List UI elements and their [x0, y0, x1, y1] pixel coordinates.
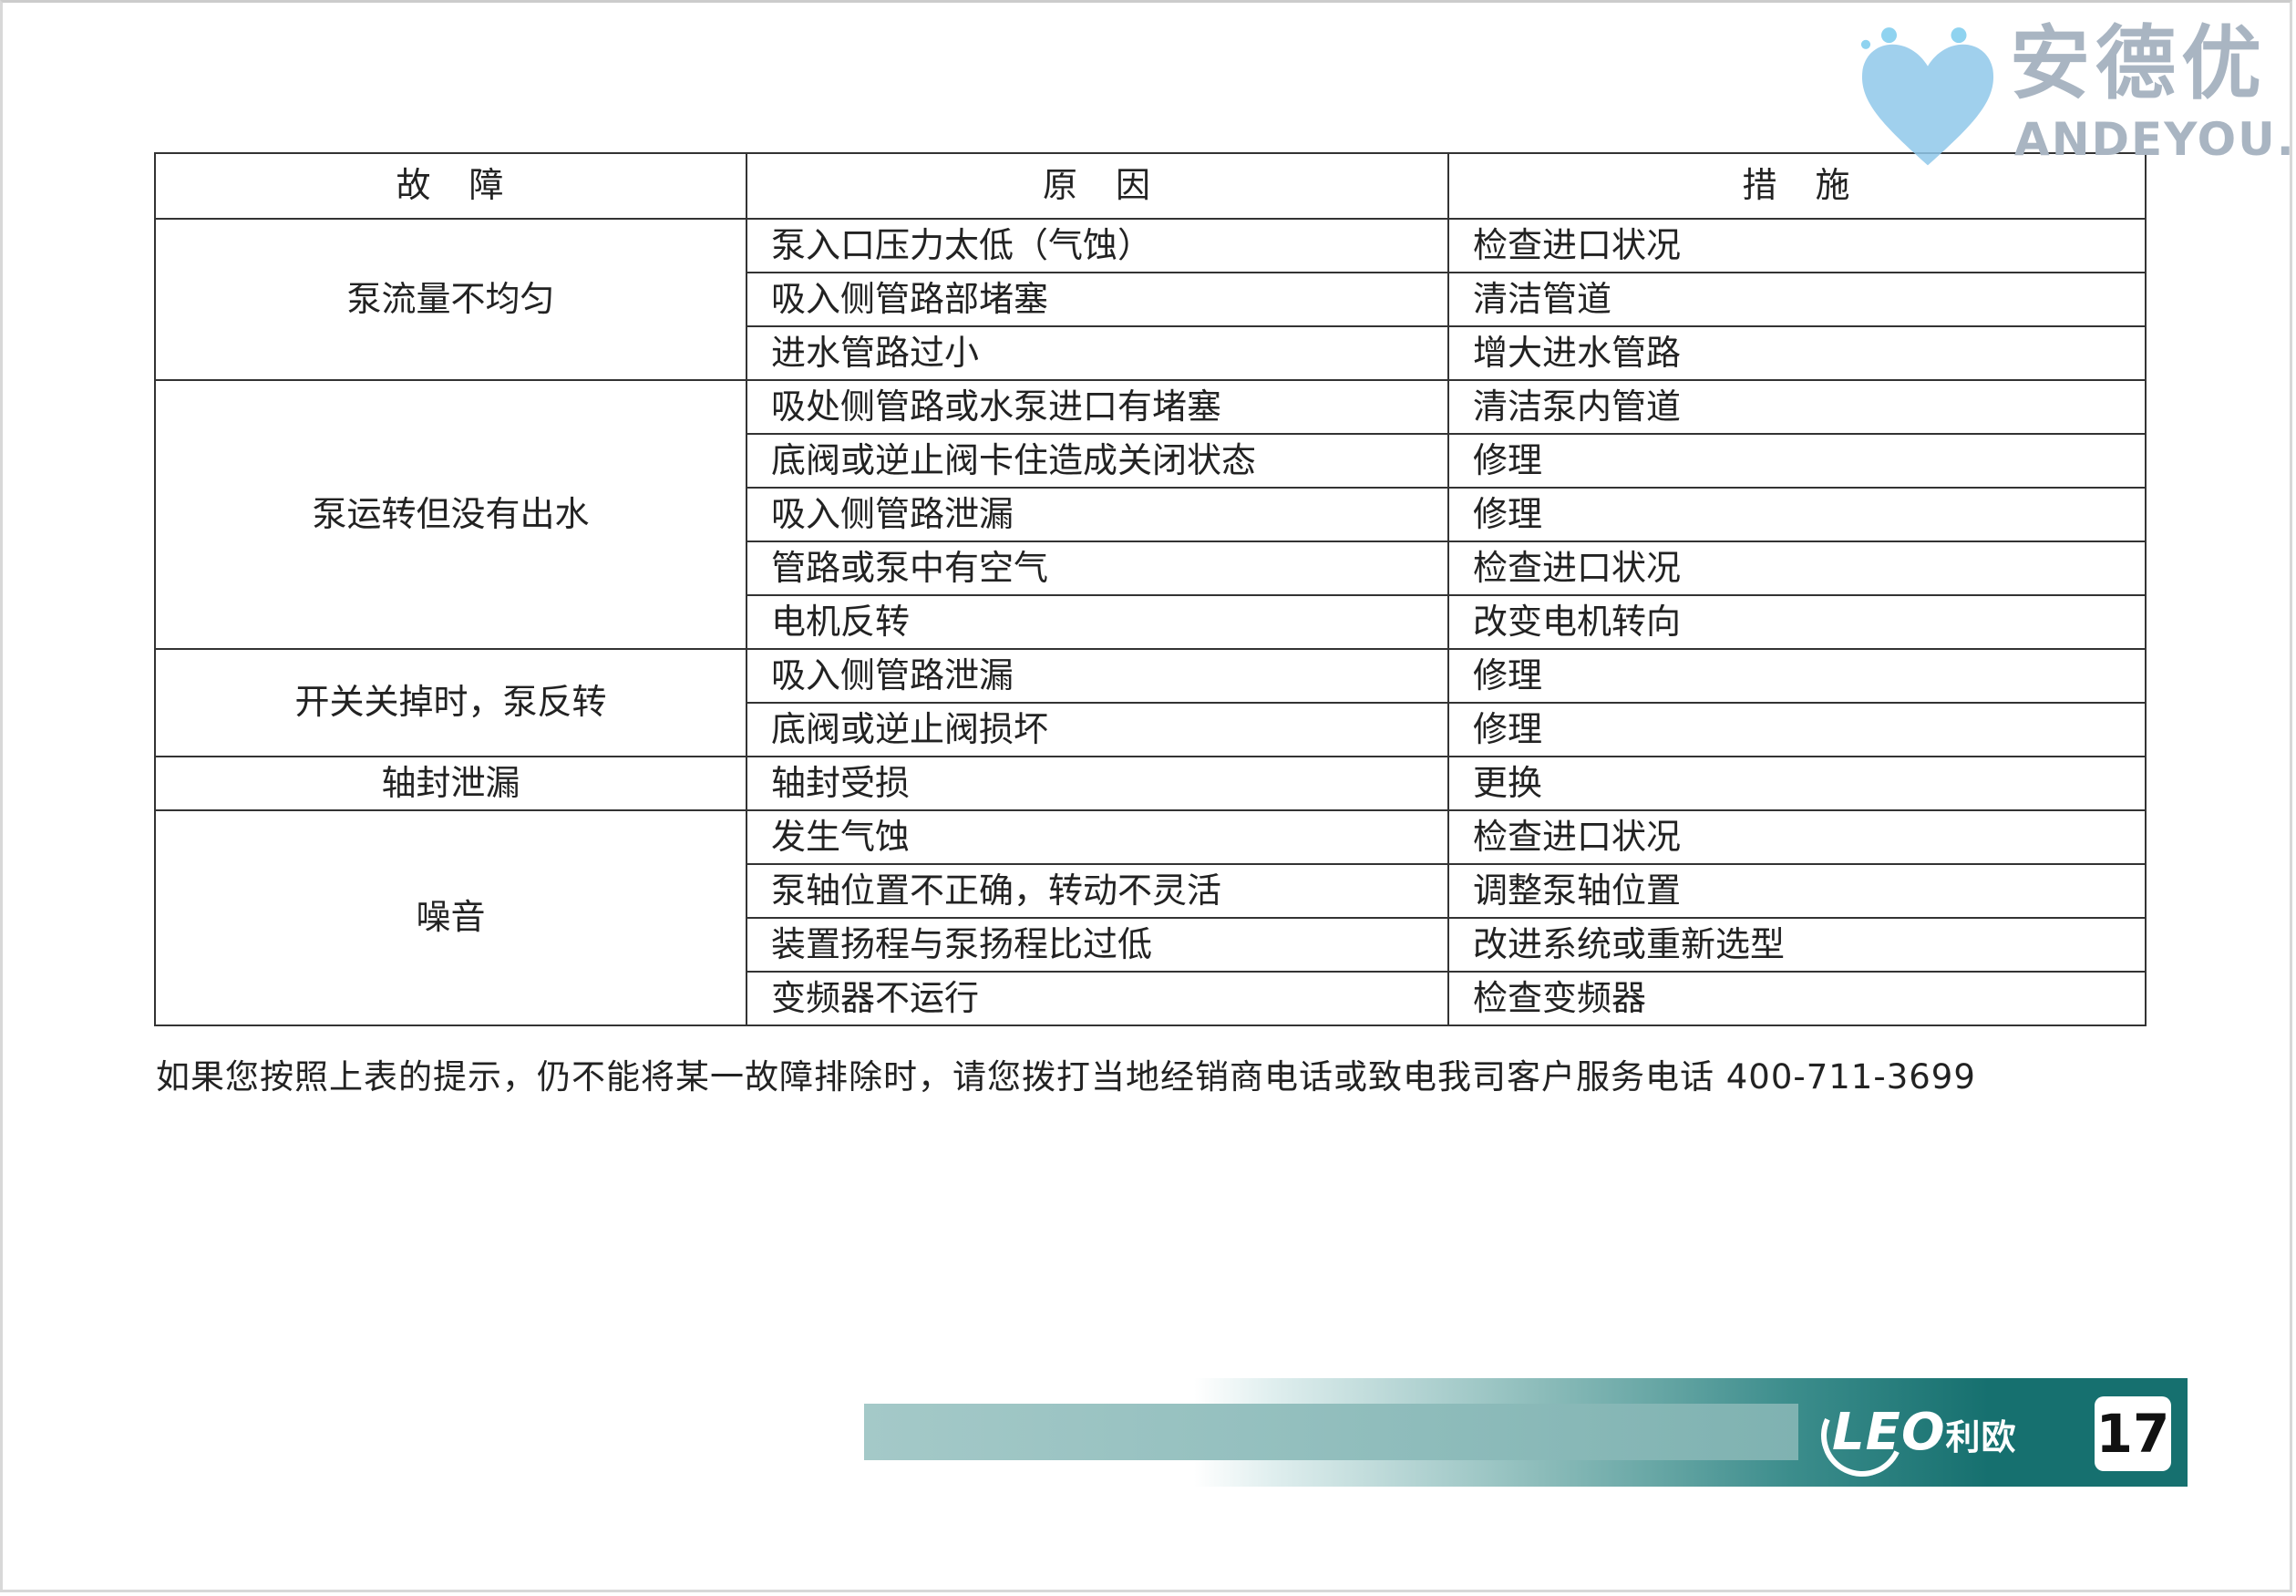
table-row: 变频器不运行 检查变频器 [155, 971, 2147, 1026]
leo-logo: LEO利欧 [1832, 1404, 2017, 1467]
cause-cell: 吸入侧管路泄漏 [746, 487, 1449, 542]
cause-cell: 变频器不运行 [746, 971, 1449, 1026]
leo-logo-text: LEO [1832, 1403, 1946, 1462]
cause-cell: 电机反转 [746, 594, 1449, 650]
cause-cell: 底阀或逆止阀卡住造成关闭状态 [746, 433, 1449, 489]
cause-cell: 底阀或逆止阀损坏 [746, 702, 1449, 757]
table-row: 吸入侧管路泄漏 修理 [155, 487, 2147, 542]
fault-cell: 噪音 [154, 809, 747, 1026]
table-row: 吸入侧管路部堵塞 清洁管道 [155, 272, 2147, 327]
column-header: 原 因 [746, 152, 1449, 220]
table-row: 噪音 发生气蚀 检查进口状况 [154, 809, 2147, 1026]
cause-cell: 轴封受损 [746, 756, 1449, 811]
table-row: 装置扬程与泵扬程比过低 改进系统或重新选型 [155, 917, 2147, 973]
measure-cell: 修理 [1447, 433, 2147, 489]
measure-cell: 检查进口状况 [1447, 218, 2147, 273]
column-header: 措 施 [1447, 152, 2147, 220]
measure-cell: 检查进口状况 [1447, 809, 2147, 865]
page-number: 17 [2095, 1396, 2171, 1471]
table-row: 进水管路过小 增大进水管路 [155, 325, 2147, 381]
measure-cell: 增大进水管路 [1447, 325, 2147, 381]
cause-cell: 发生气蚀 [746, 809, 1449, 865]
measure-cell: 检查进口状况 [1447, 541, 2147, 596]
table-row: 底阀或逆止阀卡住造成关闭状态 修理 [155, 433, 2147, 489]
measure-cell: 修理 [1447, 487, 2147, 542]
measure-cell: 清洁泵内管道 [1447, 379, 2147, 435]
fault-cell: 轴封泄漏 [154, 756, 747, 811]
measure-cell: 修理 [1447, 648, 2147, 704]
measure-cell: 改进系统或重新选型 [1447, 917, 2147, 973]
measure-cell: 修理 [1447, 702, 2147, 757]
table-row: 泵运转但没有出水 吸处侧管路或水泵进口有堵塞 清洁泵内管道 [154, 379, 2147, 650]
measure-cell: 清洁管道 [1447, 272, 2147, 327]
table-row: 管路或泵中有空气 检查进口状况 [155, 541, 2147, 596]
cause-cell: 泵入口压力太低（气蚀） [746, 218, 1449, 273]
column-header: 故 障 [154, 152, 747, 220]
footer-inner-bar [864, 1404, 1798, 1460]
watermark-cn: 安德优 [2010, 15, 2268, 110]
measure-cell: 检查变频器 [1447, 971, 2147, 1026]
cause-cell: 进水管路过小 [746, 325, 1449, 381]
watermark-en: ANDEYOU.CN [2014, 113, 2296, 166]
cause-cell: 管路或泵中有空气 [746, 541, 1449, 596]
cause-cell: 吸入侧管路泄漏 [746, 648, 1449, 704]
cause-cell: 吸入侧管路部堵塞 [746, 272, 1449, 327]
fault-cell: 开关关掉时，泵反转 [154, 648, 747, 757]
cause-cell: 泵轴位置不正确，转动不灵活 [746, 863, 1449, 919]
table-row: 底阀或逆止阀损坏 修理 [155, 702, 2147, 757]
table-row: 开关关掉时，泵反转 吸入侧管路泄漏 修理 [154, 648, 2147, 757]
measure-cell: 更换 [1447, 756, 2147, 811]
contact-note: 如果您按照上表的提示，仍不能将某一故障排除时，请您拨打当地经销商电话或致电我司客… [156, 1057, 1976, 1097]
table-row: 电机反转 改变电机转向 [155, 594, 2147, 650]
table-row: 泵流量不均匀 泵入口压力太低（气蚀） 检查进口状况 [154, 218, 2147, 381]
watermark: 安德优 ANDEYOU.CN [1832, 14, 2296, 178]
fault-cell: 泵流量不均匀 [154, 218, 747, 381]
measure-cell: 改变电机转向 [1447, 594, 2147, 650]
measure-cell: 调整泵轴位置 [1447, 863, 2147, 919]
cause-cell: 吸处侧管路或水泵进口有堵塞 [746, 379, 1449, 435]
cause-cell: 装置扬程与泵扬程比过低 [746, 917, 1449, 973]
fault-cell: 泵运转但没有出水 [154, 379, 747, 650]
troubleshooting-table: 故 障原 因措 施 泵流量不均匀 泵入口压力太低（气蚀） 检查进口状况 吸入侧管路部堵… [154, 152, 2147, 1026]
heart-logo-icon [1860, 27, 1994, 166]
table-row: 轴封泄漏 轴封受损 更换 [154, 756, 2147, 811]
leo-logo-cn: 利欧 [1945, 1417, 2017, 1457]
table-row: 泵轴位置不正确，转动不灵活 调整泵轴位置 [155, 863, 2147, 919]
